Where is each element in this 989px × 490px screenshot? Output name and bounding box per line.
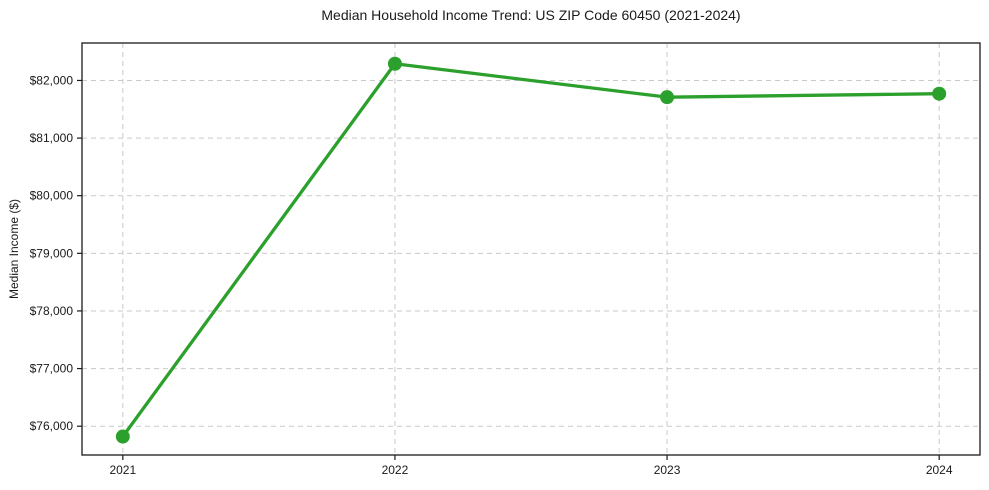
chart-title: Median Household Income Trend: US ZIP Co… xyxy=(321,7,741,23)
data-point-2023 xyxy=(660,90,675,105)
y-tick-label: $79,000 xyxy=(30,246,74,260)
x-tick-label: 2024 xyxy=(926,463,953,477)
data-point-2024 xyxy=(932,86,947,101)
data-point-2021 xyxy=(115,429,130,444)
y-tick-label: $76,000 xyxy=(30,419,74,433)
plot-border xyxy=(81,42,981,456)
x-tick-label: 2023 xyxy=(654,463,681,477)
trend-line xyxy=(121,62,941,439)
y-tick-label: $80,000 xyxy=(30,189,74,203)
x-tick-label: 2021 xyxy=(109,463,136,477)
y-tick-label: $82,000 xyxy=(30,73,74,87)
y-tick-label: $77,000 xyxy=(30,362,74,376)
y-tick-label: $81,000 xyxy=(30,131,74,145)
x-tick-label: 2022 xyxy=(382,463,409,477)
data-point-2022 xyxy=(387,56,402,71)
y-tick-label: $78,000 xyxy=(30,304,74,318)
